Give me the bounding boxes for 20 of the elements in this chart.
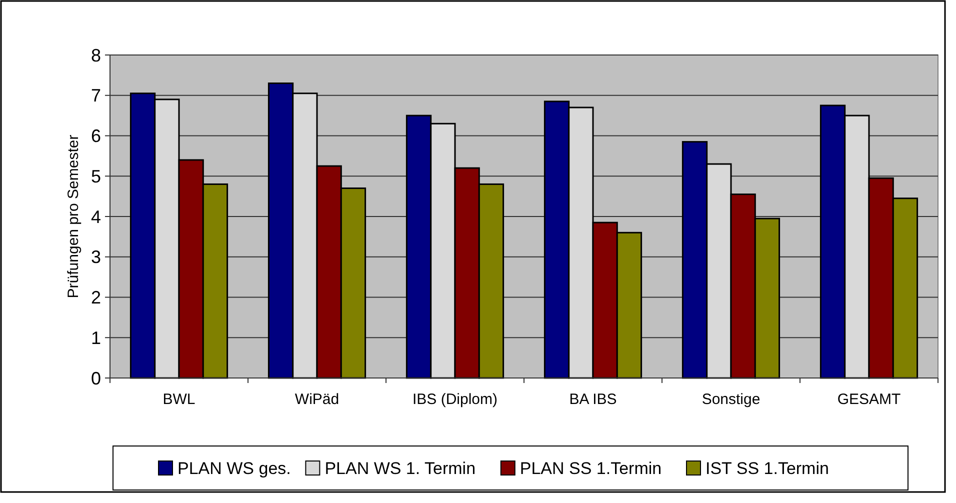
legend-label: PLAN WS 1. Termin bbox=[324, 458, 476, 478]
y-tick-label: 1 bbox=[90, 328, 101, 348]
legend-label: PLAN WS ges. bbox=[178, 458, 291, 478]
x-tick-label: Sonstige bbox=[702, 391, 760, 408]
legend-label: PLAN SS 1.Termin bbox=[520, 458, 662, 478]
y-axis-title: Prüfungen pro Semester bbox=[65, 134, 82, 298]
y-tick-label: 3 bbox=[90, 247, 101, 268]
x-tick-label: IBS (Diplom) bbox=[412, 391, 498, 408]
legend-label: IST SS 1.Termin bbox=[706, 458, 829, 478]
x-tick-label: BA IBS bbox=[569, 391, 617, 408]
y-tick-label: 0 bbox=[90, 368, 101, 388]
y-tick-label: 8 bbox=[90, 45, 101, 66]
y-tick-label: 4 bbox=[90, 206, 101, 227]
y-tick-label: 2 bbox=[90, 288, 101, 308]
x-tick-label: WiPäd bbox=[294, 391, 340, 408]
y-tick-label: 5 bbox=[90, 166, 101, 186]
x-tick-label: GESAMT bbox=[837, 391, 901, 408]
y-tick-label: 6 bbox=[90, 126, 101, 146]
x-tick-label: BWL bbox=[162, 391, 196, 408]
y-tick-label: 7 bbox=[90, 86, 101, 106]
